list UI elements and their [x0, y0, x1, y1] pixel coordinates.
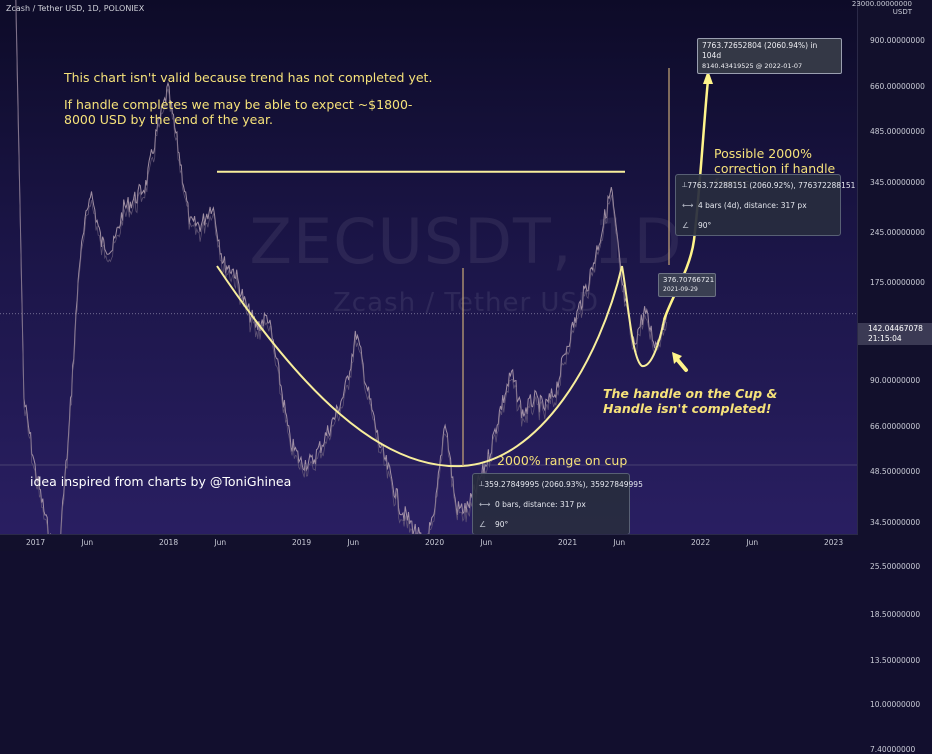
cup-curve — [216, 265, 623, 468]
price-axis[interactable]: 23000.00000000 USDT 17000.0000000012000.… — [852, 0, 932, 754]
x-tick-label: Jun — [214, 538, 227, 547]
price-range-icon: ⟂ — [682, 180, 688, 189]
y-tick-label: 18.50000000 — [870, 609, 921, 619]
price-series-lows — [15, 0, 668, 550]
current-price: 142.04467078 — [868, 324, 923, 333]
measure-price-row: ⟂ 359.27849995 (2060.93%), 35927849995 — [473, 474, 643, 494]
y-tick-label: 48.50000000 — [870, 467, 921, 477]
measure-box-lower[interactable]: ⟂ 359.27849995 (2060.93%), 35927849995 ⟷ 0… — [472, 473, 643, 535]
measure-box-upper[interactable]: ⟂ 7763.72288151 (2060.92%), 776372288151 … — [675, 174, 855, 236]
current-price-tag: 142.04467078 21:15:04 — [858, 323, 932, 345]
note-expectation: If handle completes we may be able to ex… — [64, 97, 413, 127]
x-tick-label: 2018 — [159, 538, 179, 547]
y-tick-label: 10.00000000 — [870, 700, 921, 710]
time-axis[interactable]: 2017 Jun 2018 Jun 2019 Jun 2020 Jun 2021 Jun 2022 J… — [0, 534, 858, 551]
note-range: 2000% range on cup — [497, 453, 628, 468]
measure-angle: 90° — [495, 519, 509, 529]
x-tick-label: 2022 — [691, 538, 711, 547]
y-tick-label: 485.00000000 — [870, 127, 925, 137]
y-tick-label: 660.00000000 — [870, 82, 925, 91]
x-tick-label: 2017 — [26, 538, 46, 547]
measure-bars-row: ⟷ 0 bars, distance: 317 px — [473, 494, 629, 514]
measure-price: 359.27849995 (2060.93%), 35927849995 — [484, 479, 643, 489]
level-tag[interactable]: 376.70766721 2021-09-29 — [658, 273, 716, 297]
y-tick-label: 175.00000000 — [870, 277, 925, 287]
x-tick-label: 2019 — [292, 538, 312, 547]
x-tick-label: Jun — [81, 538, 94, 547]
measure-price: 7763.72288151 (2060.92%), 776372288151 — [687, 180, 856, 190]
x-tick-label: Jun — [347, 538, 360, 547]
x-tick-label: Jun — [480, 538, 493, 547]
y-tick-label: 900.00000000 — [870, 36, 925, 46]
price-series-line — [15, 0, 668, 550]
x-tick-label: 2020 — [425, 538, 445, 547]
watermark-name: Zcash / Tether USD — [333, 288, 599, 318]
x-tick-label: 2021 — [558, 538, 578, 547]
target-tag[interactable]: 7763.72652804 (2060.94%) in 104d 8140.43… — [697, 38, 842, 74]
axis-unit-currency: USDT — [892, 8, 912, 16]
measure-bars: 4 bars (4d), distance: 317 px — [698, 200, 807, 210]
measure-angle: 90° — [698, 220, 712, 230]
bars-range-icon: ⟷ — [682, 200, 694, 210]
y-tick-label: 7.40000000 — [870, 744, 916, 754]
y-tick-label: 66.00000000 — [870, 421, 921, 431]
handle-curve — [621, 265, 665, 367]
level-tag-value: 376.70766721 — [663, 276, 715, 284]
y-tick-label: 90.00000000 — [870, 376, 921, 386]
x-tick-label: Jun — [613, 538, 626, 547]
bars-range-icon: ⟷ — [479, 499, 491, 509]
axis-unit-top: 23000.00000000 — [851, 0, 912, 8]
measure-price-row: ⟂ 7763.72288151 (2060.92%), 776372288151 — [676, 175, 855, 195]
angle-icon: ∠ — [479, 519, 487, 529]
note-validity: This chart isn't valid because trend has… — [64, 70, 433, 85]
countdown: 21:15:04 — [868, 334, 902, 343]
target-tag-value: 7763.72652804 (2060.94%) in 104d — [702, 41, 818, 60]
y-tick-label: 345.00000000 — [870, 177, 925, 187]
price-range-icon: ⟂ — [479, 479, 485, 488]
measure-angle-row: ∠ 90° — [473, 514, 629, 534]
projection-arrowhead — [703, 70, 713, 84]
measure-bars: 0 bars, distance: 317 px — [495, 499, 586, 509]
credit-text: idea inspired from charts by @ToniGhinea — [30, 474, 292, 489]
handle-pointer-head — [672, 352, 682, 364]
x-tick-label: Jun — [746, 538, 759, 547]
symbol-title: Zcash / Tether USD, 1D, POLONIEX — [6, 4, 145, 13]
y-tick-label: 25.50000000 — [870, 562, 921, 572]
note-handle: The handle on the Cup & Handle isn't com… — [603, 386, 778, 416]
angle-icon: ∠ — [682, 220, 690, 230]
target-tag-date: 8140.43419525 @ 2022-01-07 — [702, 62, 803, 70]
y-tick-label: 245.00000000 — [870, 228, 925, 238]
x-tick-label: 2023 — [824, 538, 844, 547]
level-tag-date: 2021-09-29 — [663, 286, 698, 293]
y-tick-label: 34.50000000 — [870, 517, 921, 527]
measure-angle-row: ∠ 90° — [676, 215, 840, 235]
measure-bars-row: ⟷ 4 bars (4d), distance: 317 px — [676, 195, 840, 215]
axis-unit: 23000.00000000 USDT — [852, 0, 912, 16]
y-tick-label: 13.50000000 — [870, 656, 921, 666]
watermark-ticker: ZECUSDT, 1D — [249, 205, 683, 278]
